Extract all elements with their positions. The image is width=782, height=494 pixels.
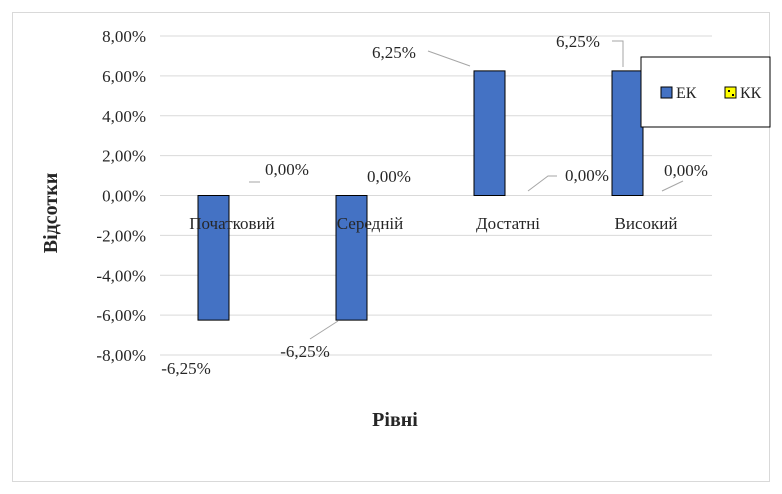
- legend-swatch-pattern: [728, 90, 730, 92]
- data-label-ek: -6,25%: [161, 359, 211, 378]
- y-tick-label: -2,00%: [96, 226, 146, 245]
- leader-lines: [249, 40, 684, 340]
- y-tick-label: 2,00%: [102, 147, 146, 166]
- category-label: Високий: [615, 214, 678, 233]
- legend: ЕК КК: [640, 56, 771, 128]
- category-label: Початковий: [189, 214, 275, 233]
- y-axis-ticks: 8,00% 6,00% 4,00% 2,00% 0,00% -2,00% -4,00% -6,…: [96, 27, 146, 365]
- x-axis-title: Рівні: [372, 409, 418, 431]
- leader-line: [527, 175, 557, 192]
- legend-swatch-pattern: [732, 94, 734, 96]
- data-label-ek: 6,25%: [372, 43, 416, 62]
- bar-ek: [611, 70, 644, 196]
- leader-line: [612, 40, 624, 67]
- y-tick-label: 6,00%: [102, 67, 146, 86]
- legend-label: ЕК: [676, 85, 697, 102]
- y-tick-label: 8,00%: [102, 27, 146, 46]
- data-labels: -6,25% -6,25% 6,25% 6,25% 0,00% 0,00% 0,00% 0,0…: [161, 32, 708, 378]
- legend-swatch-ek: [660, 86, 673, 99]
- leader-line: [427, 50, 471, 67]
- data-label-kk: 0,00%: [367, 167, 411, 186]
- gridlines: [160, 35, 712, 356]
- bar-ek: [335, 195, 368, 321]
- data-label-kk: 0,00%: [265, 160, 309, 179]
- leader-line: [309, 320, 339, 340]
- legend-label: КК: [740, 85, 762, 102]
- y-tick-label: 4,00%: [102, 107, 146, 126]
- leader-line: [661, 180, 684, 192]
- y-axis-title: Відсотки: [40, 173, 62, 254]
- category-label: Достатні: [476, 214, 540, 233]
- data-label-kk: 0,00%: [565, 166, 609, 185]
- y-tick-label: -4,00%: [96, 266, 146, 285]
- y-tick-label: -6,00%: [96, 306, 146, 325]
- category-labels: Початковий Середній Достатні Високий: [189, 214, 677, 233]
- category-label: Середній: [337, 214, 403, 233]
- bar-ek: [197, 195, 230, 321]
- data-label-ek: -6,25%: [280, 342, 330, 361]
- y-tick-label: -8,00%: [96, 346, 146, 365]
- y-tick-label: 0,00%: [102, 187, 146, 206]
- bar-ek: [473, 70, 506, 196]
- legend-swatch-kk: [724, 86, 737, 99]
- data-label-ek: 6,25%: [556, 32, 600, 51]
- bars: [197, 70, 644, 321]
- data-label-kk: 0,00%: [664, 161, 708, 180]
